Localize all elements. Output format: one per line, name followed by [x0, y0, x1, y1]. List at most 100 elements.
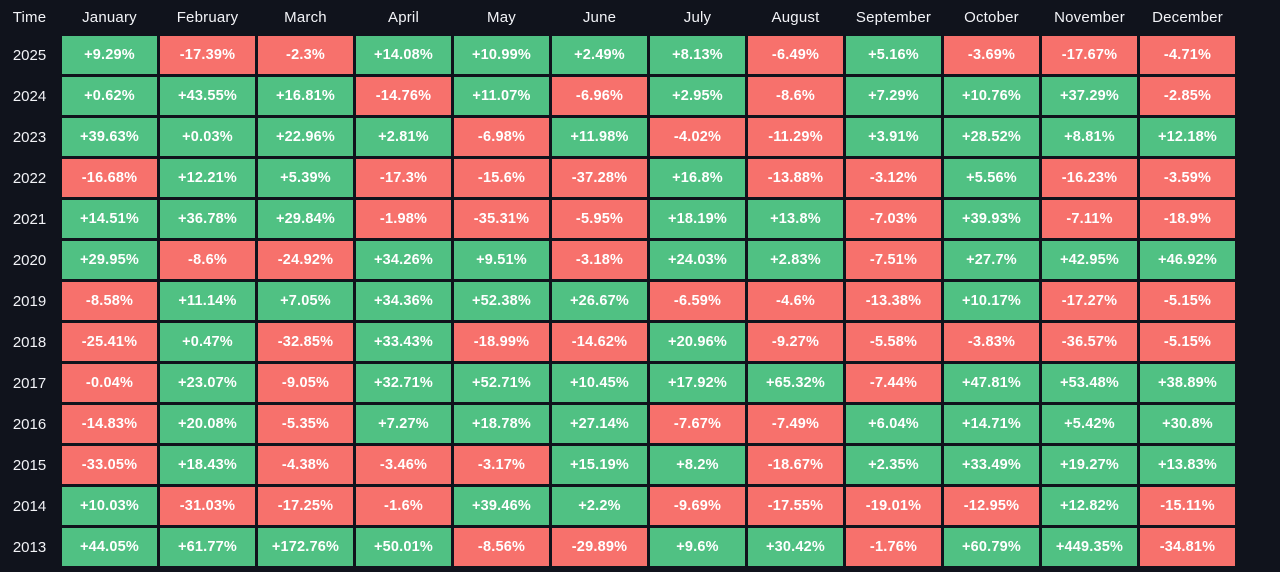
return-cell-2013-march: +172.76%: [258, 528, 353, 566]
return-cell-2020-may: +9.51%: [454, 241, 549, 279]
return-cell-2022-september: -3.12%: [846, 159, 941, 197]
return-cell-2023-april: +2.81%: [356, 118, 451, 156]
return-cell-2014-february: -31.03%: [160, 487, 255, 525]
return-cell-2013-october: +60.79%: [944, 528, 1039, 566]
return-cell-2015-april: -3.46%: [356, 446, 451, 484]
return-cell-2013-may: -8.56%: [454, 528, 549, 566]
return-cell-2015-august: -18.67%: [748, 446, 843, 484]
return-cell-2014-june: +2.2%: [552, 487, 647, 525]
return-cell-2019-march: +7.05%: [258, 282, 353, 320]
return-cell-2016-january: -14.83%: [62, 405, 157, 443]
return-cell-2018-march: -32.85%: [258, 323, 353, 361]
return-cell-2024-february: +43.55%: [160, 77, 255, 115]
return-cell-2025-july: +8.13%: [650, 36, 745, 74]
return-cell-2022-april: -17.3%: [356, 159, 451, 197]
time-column-header: Time: [12, 9, 47, 26]
return-cell-2017-may: +52.71%: [454, 364, 549, 402]
return-cell-2024-march: +16.81%: [258, 77, 353, 115]
return-cell-2018-january: -25.41%: [62, 323, 157, 361]
return-cell-2015-september: +2.35%: [846, 446, 941, 484]
return-cell-2024-june: -6.96%: [552, 77, 647, 115]
return-cell-2024-december: -2.85%: [1140, 77, 1235, 115]
year-label-2022: 2022: [12, 169, 47, 187]
return-cell-2021-april: -1.98%: [356, 200, 451, 238]
month-header-january: January: [82, 9, 137, 26]
return-cell-2019-august: -4.6%: [748, 282, 843, 320]
return-cell-2015-march: -4.38%: [258, 446, 353, 484]
return-cell-2024-august: -8.6%: [748, 77, 843, 115]
return-cell-2014-july: -9.69%: [650, 487, 745, 525]
return-cell-2022-june: -37.28%: [552, 159, 647, 197]
return-cell-2019-november: -17.27%: [1042, 282, 1137, 320]
return-cell-2025-october: -3.69%: [944, 36, 1039, 74]
return-cell-2019-october: +10.17%: [944, 282, 1039, 320]
month-header-july: July: [683, 9, 712, 26]
month-header-november: November: [1054, 9, 1125, 26]
return-cell-2018-july: +20.96%: [650, 323, 745, 361]
return-cell-2013-january: +44.05%: [62, 528, 157, 566]
return-cell-2018-november: -36.57%: [1042, 323, 1137, 361]
return-cell-2022-august: -13.88%: [748, 159, 843, 197]
return-cell-2021-july: +18.19%: [650, 200, 745, 238]
return-cell-2021-february: +36.78%: [160, 200, 255, 238]
return-cell-2013-september: -1.76%: [846, 528, 941, 566]
return-cell-2015-july: +8.2%: [650, 446, 745, 484]
return-cell-2021-january: +14.51%: [62, 200, 157, 238]
return-cell-2023-july: -4.02%: [650, 118, 745, 156]
return-cell-2017-august: +65.32%: [748, 364, 843, 402]
return-cell-2024-october: +10.76%: [944, 77, 1039, 115]
return-cell-2014-april: -1.6%: [356, 487, 451, 525]
return-cell-2020-february: -8.6%: [160, 241, 255, 279]
return-cell-2016-july: -7.67%: [650, 405, 745, 443]
return-cell-2025-september: +5.16%: [846, 36, 941, 74]
return-cell-2025-november: -17.67%: [1042, 36, 1137, 74]
return-cell-2018-may: -18.99%: [454, 323, 549, 361]
return-cell-2020-december: +46.92%: [1140, 241, 1235, 279]
return-cell-2015-june: +15.19%: [552, 446, 647, 484]
return-cell-2019-june: +26.67%: [552, 282, 647, 320]
return-cell-2016-september: +6.04%: [846, 405, 941, 443]
year-label-2020: 2020: [12, 251, 47, 269]
return-cell-2017-october: +47.81%: [944, 364, 1039, 402]
month-header-december: December: [1152, 9, 1223, 26]
month-header-march: March: [284, 9, 327, 26]
year-label-2016: 2016: [12, 415, 47, 433]
return-cell-2014-november: +12.82%: [1042, 487, 1137, 525]
return-cell-2017-january: -0.04%: [62, 364, 157, 402]
return-cell-2023-march: +22.96%: [258, 118, 353, 156]
return-cell-2013-december: -34.81%: [1140, 528, 1235, 566]
return-cell-2014-december: -15.11%: [1140, 487, 1235, 525]
return-cell-2021-august: +13.8%: [748, 200, 843, 238]
return-cell-2018-october: -3.83%: [944, 323, 1039, 361]
return-cell-2016-march: -5.35%: [258, 405, 353, 443]
return-cell-2023-may: -6.98%: [454, 118, 549, 156]
return-cell-2015-october: +33.49%: [944, 446, 1039, 484]
return-cell-2020-june: -3.18%: [552, 241, 647, 279]
return-cell-2025-january: +9.29%: [62, 36, 157, 74]
return-cell-2022-july: +16.8%: [650, 159, 745, 197]
return-cell-2025-june: +2.49%: [552, 36, 647, 74]
return-cell-2025-august: -6.49%: [748, 36, 843, 74]
year-label-2014: 2014: [12, 497, 47, 515]
return-cell-2021-june: -5.95%: [552, 200, 647, 238]
return-cell-2013-august: +30.42%: [748, 528, 843, 566]
year-label-2021: 2021: [12, 210, 47, 228]
return-cell-2019-february: +11.14%: [160, 282, 255, 320]
return-cell-2019-may: +52.38%: [454, 282, 549, 320]
return-cell-2018-june: -14.62%: [552, 323, 647, 361]
return-cell-2025-december: -4.71%: [1140, 36, 1235, 74]
return-cell-2017-september: -7.44%: [846, 364, 941, 402]
return-cell-2014-march: -17.25%: [258, 487, 353, 525]
return-cell-2015-may: -3.17%: [454, 446, 549, 484]
return-cell-2020-october: +27.7%: [944, 241, 1039, 279]
return-cell-2023-june: +11.98%: [552, 118, 647, 156]
return-cell-2017-july: +17.92%: [650, 364, 745, 402]
return-cell-2021-march: +29.84%: [258, 200, 353, 238]
return-cell-2023-september: +3.91%: [846, 118, 941, 156]
return-cell-2022-february: +12.21%: [160, 159, 255, 197]
year-label-2015: 2015: [12, 456, 47, 474]
return-cell-2020-november: +42.95%: [1042, 241, 1137, 279]
month-header-september: September: [855, 9, 932, 26]
return-cell-2013-february: +61.77%: [160, 528, 255, 566]
return-cell-2019-january: -8.58%: [62, 282, 157, 320]
